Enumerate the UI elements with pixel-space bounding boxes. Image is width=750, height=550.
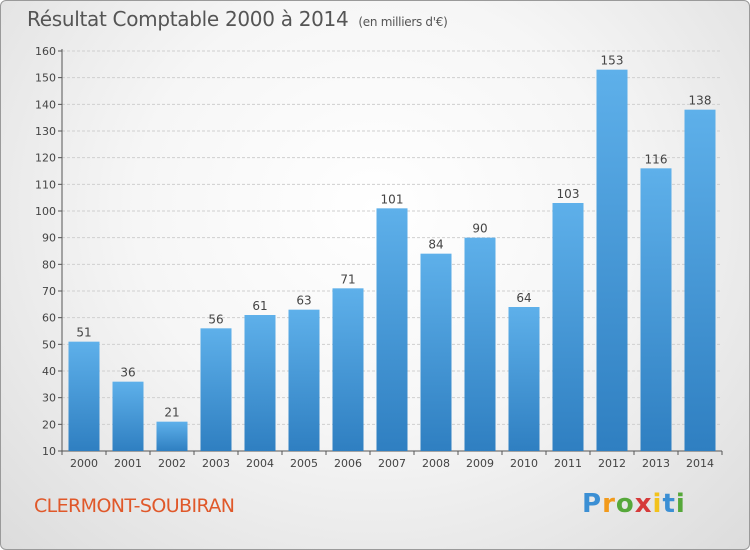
x-tick-label: 2013 <box>642 457 670 470</box>
y-tick-label: 160 <box>35 45 56 58</box>
bar-2010 <box>508 307 540 451</box>
y-tick-label: 10 <box>42 445 56 458</box>
bar-2007 <box>376 208 408 451</box>
data-label: 138 <box>689 94 712 108</box>
y-tick-label: 30 <box>42 392 56 405</box>
bar-2005 <box>288 309 320 451</box>
x-tick-label: 2004 <box>246 457 274 470</box>
data-label: 116 <box>645 152 668 166</box>
bar-2001 <box>112 381 144 451</box>
data-label: 153 <box>601 54 624 68</box>
bar-2006 <box>332 288 364 451</box>
proxiti-logo: Proxiti <box>582 489 686 519</box>
y-tick-label: 70 <box>42 285 56 298</box>
bar-2014 <box>684 109 716 452</box>
data-label: 71 <box>340 272 355 286</box>
bar-2012 <box>596 69 628 452</box>
x-tick-label: 2002 <box>158 457 186 470</box>
data-label: 56 <box>208 312 223 326</box>
chart-title: Résultat Comptable 2000 à 2014 (en millie… <box>27 7 448 31</box>
bar-2002 <box>156 421 188 451</box>
x-tick-label: 2001 <box>114 457 142 470</box>
bar-2000 <box>68 341 100 451</box>
data-label: 90 <box>472 222 487 236</box>
data-label: 63 <box>296 294 311 308</box>
bars <box>68 69 716 452</box>
logo-letter: o <box>615 489 635 519</box>
y-tick-label: 90 <box>42 232 56 245</box>
y-tick-label: 20 <box>42 418 56 431</box>
x-tick-label: 2007 <box>378 457 406 470</box>
y-tick-label: 130 <box>35 125 56 138</box>
bar-2011 <box>552 203 584 451</box>
y-tick-label: 120 <box>35 152 56 165</box>
data-label: 103 <box>557 187 580 201</box>
bar-2004 <box>244 315 276 451</box>
logo-letter: i <box>652 489 663 519</box>
x-tick-label: 2012 <box>598 457 626 470</box>
logo-letter: r <box>602 489 616 519</box>
data-label: 36 <box>120 366 135 380</box>
logo-letter: P <box>582 489 603 519</box>
y-tick-label: 140 <box>35 98 56 111</box>
x-tick-label: 2014 <box>686 457 714 470</box>
x-tick-label: 2008 <box>422 457 450 470</box>
y-tick-label: 150 <box>35 72 56 85</box>
data-label: 101 <box>381 192 404 206</box>
x-tick-label: 2009 <box>466 457 494 470</box>
y-tick-label: 50 <box>42 338 56 351</box>
y-tick-label: 110 <box>35 178 56 191</box>
logo-letter: t <box>662 489 676 519</box>
x-tick-label: 2006 <box>334 457 362 470</box>
data-label: 64 <box>516 291 531 305</box>
bar-2013 <box>640 168 672 452</box>
data-label: 51 <box>76 326 91 340</box>
x-tick-label: 2011 <box>554 457 582 470</box>
data-label: 84 <box>428 238 443 252</box>
y-tick-label: 40 <box>42 365 56 378</box>
logo-letter: x <box>634 489 653 519</box>
chart-subtitle: (en milliers d'€) <box>358 15 448 29</box>
bar-2008 <box>420 253 452 451</box>
bar-2009 <box>464 237 496 451</box>
city-name: CLERMONT-SOUBIRAN <box>34 495 235 517</box>
data-labels: 51 36 21 56 61 63 71 101 84 90 64 103 153 116 138 <box>76 54 711 420</box>
y-tick-label: 80 <box>42 258 56 271</box>
logo-letter: i <box>675 489 686 519</box>
x-tick-label: 2000 <box>70 457 98 470</box>
y-tick-label: 60 <box>42 312 56 325</box>
x-tick-label: 2003 <box>202 457 230 470</box>
x-tick-label: 2010 <box>510 457 538 470</box>
bar-2003 <box>200 328 232 451</box>
y-tick-label: 100 <box>35 205 56 218</box>
data-label: 21 <box>164 406 179 420</box>
x-tick-label: 2005 <box>290 457 318 470</box>
chart-title-text: Résultat Comptable 2000 à 2014 <box>27 7 349 31</box>
data-label: 61 <box>252 299 267 313</box>
